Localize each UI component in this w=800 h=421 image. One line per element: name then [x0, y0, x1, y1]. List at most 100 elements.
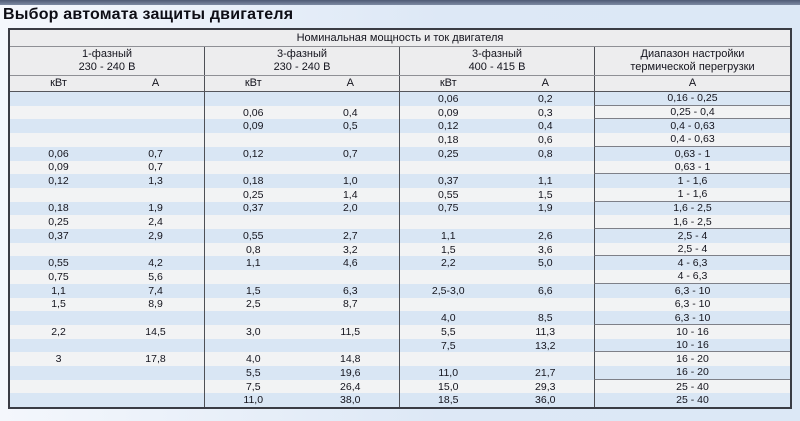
table-group-header-row: 1-фазный 230 - 240 В 3-фазный 230 - 240 …: [10, 47, 790, 76]
table-row: 0,06 0,4 0,09 0,3 0,25 - 0,4: [10, 105, 790, 120]
table-cell: 0,12: [399, 119, 497, 134]
table-cell: [204, 270, 302, 284]
table-cell: 3: [55, 353, 62, 366]
table-cell: [10, 380, 107, 394]
table-cell: [204, 160, 302, 175]
table-cell: [302, 161, 400, 175]
unit-header-a: А: [346, 77, 354, 89]
table-cell: 15,0: [399, 379, 497, 394]
table-cell: 25 - 40: [594, 379, 790, 394]
page-title: Выбор автомата защиты двигателя: [3, 6, 294, 23]
table-cell: 4,0: [204, 352, 302, 367]
table-cell: [10, 243, 107, 257]
table-cell: 2,7: [342, 229, 358, 242]
group-header-line1: Диапазон настройки: [640, 48, 745, 60]
table-cell: 25 - 40: [594, 393, 790, 408]
table-cell: 0,55: [399, 187, 497, 202]
table-cell: [204, 215, 302, 230]
table-cell: 29,3: [535, 380, 556, 393]
table-cell: 14,5: [145, 325, 166, 338]
table-cell: 0,18: [399, 133, 497, 147]
unit-header-a: А: [541, 77, 549, 89]
table-cell: 4,0: [399, 311, 497, 325]
group-header-line2: 230 - 240 В: [273, 61, 331, 73]
table-cell: 1,5: [537, 188, 553, 201]
table-cell: 0,37: [204, 201, 302, 216]
table-cell: 0,7: [148, 161, 163, 174]
table-cell: [10, 311, 107, 325]
table-cell: 2,9: [148, 229, 163, 242]
table-cell: 0,63 - 1: [594, 146, 790, 161]
table-cell: 0,5: [342, 120, 358, 133]
table-cell: [10, 339, 107, 353]
table-cell: 0,8: [204, 242, 302, 257]
table-cell: 3,0: [204, 324, 302, 339]
table-cell: 5,0: [537, 257, 553, 270]
table-cell: 11,3: [535, 325, 556, 338]
table-cell: 6,6: [537, 284, 553, 297]
table-cell: 0,06: [399, 92, 497, 106]
table-cell: 1,1: [399, 229, 497, 243]
table-cell: 0,25: [48, 216, 69, 229]
table-cell: 4 - 6,3: [594, 256, 790, 271]
table-cell: 0,25: [204, 187, 302, 202]
group-header-line1: 3-фазный: [277, 48, 327, 60]
table-cell: 0,55: [204, 229, 302, 243]
table-cell: 38,0: [340, 394, 361, 407]
table-cell: 1,9: [537, 202, 553, 215]
table-cell: 1 - 1,6: [594, 187, 790, 202]
table-cell: 0,06: [204, 105, 302, 120]
table-cell: 2,5-3,0: [399, 283, 497, 298]
table-cell: 6,3: [342, 284, 358, 297]
table-row: 0,25 1,4 0,55 1,5 1 - 1,6: [10, 187, 790, 202]
table-row: 0,06 0,7 0,12 0,7 0,25 0,8 0,63 - 1: [10, 146, 790, 161]
table-row: 4,0 8,5 6,3 - 10: [10, 311, 790, 325]
table-cell: [204, 133, 302, 147]
table-cell: 0,09: [204, 119, 302, 134]
table-cell: [10, 119, 107, 133]
table-cell: 1,6 - 2,5: [594, 201, 790, 216]
group-header-overload-range: Диапазон настройки термической перегрузк…: [594, 47, 790, 75]
table-row: 1,1 7,4 1,5 6,3 2,5-3,0 6,6 6,3 - 10: [10, 283, 790, 298]
unit-header-kw: кВт: [204, 76, 302, 91]
group-header-line2: 230 - 240 В: [78, 61, 136, 73]
table-cell: [399, 270, 497, 284]
table-cell: [10, 366, 107, 380]
table-cell: 0,06: [48, 147, 69, 160]
table-cell: 2,5 - 4: [594, 229, 790, 243]
table-row: 0,55 4,2 1,1 4,6 2,2 5,0 4 - 6,3: [10, 256, 790, 271]
table-cell: [497, 215, 595, 229]
table-cell: 2,4: [148, 216, 163, 229]
table-cell: 1,4: [342, 188, 358, 201]
table-cell: 0,37: [48, 229, 69, 242]
table-cell: 10 - 16: [594, 324, 790, 339]
table-cell: 1,5: [51, 298, 66, 311]
table-row: 0,75 5,6 4 - 6,3: [10, 270, 790, 284]
table-cell: [10, 92, 107, 106]
table-cell: [107, 188, 204, 202]
table-cell: 2,5: [204, 297, 302, 312]
table-cell: 19,6: [340, 366, 361, 379]
page-top-rule: [0, 0, 800, 5]
table-cell: 1,6 - 2,5: [594, 215, 790, 230]
table-row: 3 17,8 4,0 14,8 16 - 20: [10, 352, 790, 367]
table-cell: 36,0: [535, 394, 556, 407]
table-cell: 6,3 - 10: [594, 297, 790, 312]
group-header-line1: 3-фазный: [472, 48, 522, 60]
unit-header-a: А: [594, 76, 790, 91]
table-cell: 11,0: [204, 393, 302, 408]
table-row: 11,0 38,0 18,5 36,0 25 - 40: [10, 393, 790, 408]
table-row: 0,12 1,3 0,18 1,0 0,37 1,1 1 - 1,6: [10, 174, 790, 188]
table-cell: [107, 366, 204, 380]
table-span-header: Номинальная мощность и ток двигателя: [10, 30, 790, 47]
group-header-3ph-230: 3-фазный 230 - 240 В: [204, 47, 399, 75]
table-cell: 8,5: [537, 312, 553, 325]
table-cell: 5,5: [399, 324, 497, 339]
table-row: 7,5 13,2 10 - 16: [10, 338, 790, 353]
unit-header-a: А: [151, 77, 160, 89]
table-cell: 0,2: [537, 92, 553, 105]
table-cell: 10 - 16: [594, 338, 790, 353]
table-cell: 0,4 - 0,63: [594, 119, 790, 134]
table-cell: 6,3 - 10: [594, 283, 790, 298]
table-cell: [302, 92, 400, 106]
